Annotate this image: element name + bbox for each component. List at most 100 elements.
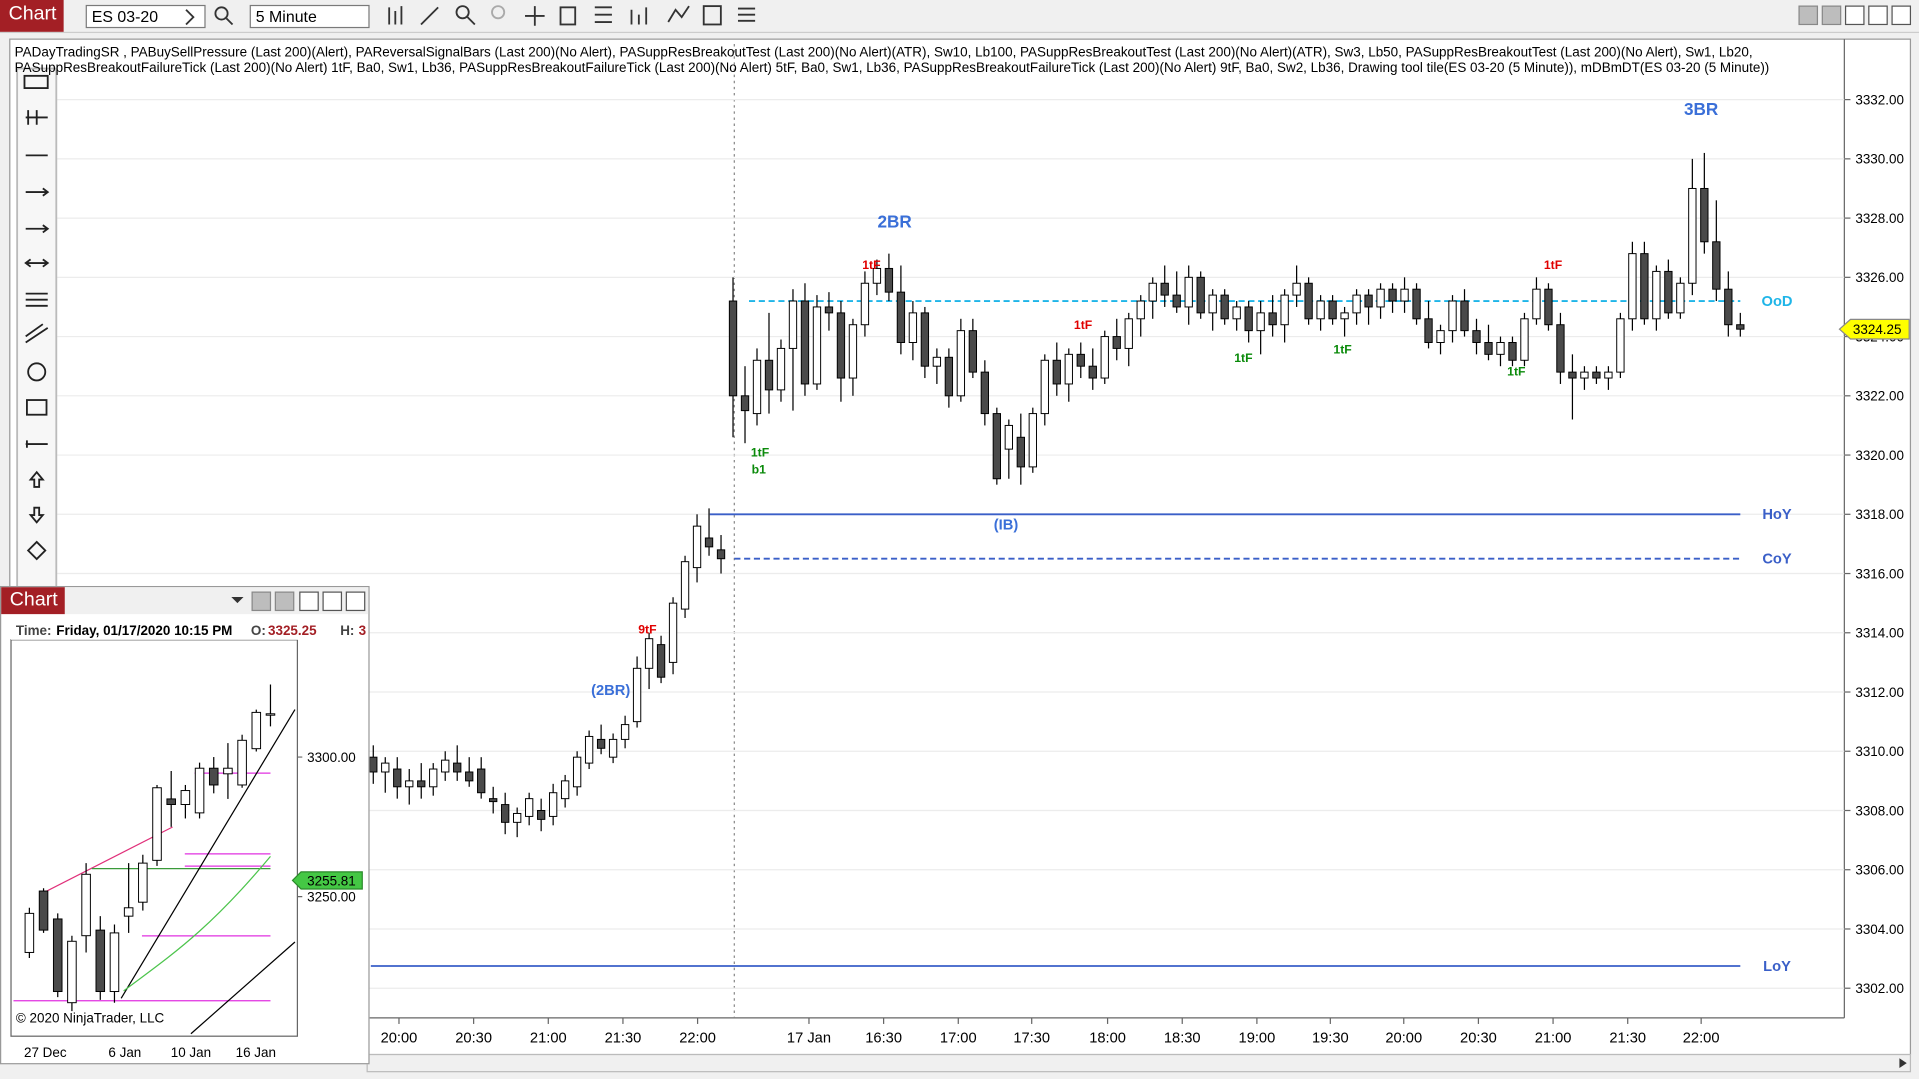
candle-body [1280,294,1289,326]
window-button[interactable] [1798,5,1819,26]
risk-tool[interactable] [25,110,48,125]
x-tick-label: 16:30 [865,1030,902,1046]
candle-body [1448,300,1457,332]
indicators-icon[interactable] [630,7,648,25]
x-tick-label: 20:30 [1460,1030,1497,1046]
lines-icon[interactable] [594,6,612,23]
inset-chart-tab[interactable]: Chart [1,587,65,615]
info-value: 3325.25 [268,623,317,638]
annotation: 1tF [751,445,770,459]
candle-body [138,862,148,903]
candle-body [465,771,474,782]
y-tick-label: 3310.00 [1855,744,1904,759]
window-button[interactable] [251,591,272,612]
ray-marker-tool[interactable] [25,440,48,448]
scrollbar[interactable] [366,1053,1912,1073]
crosshair-icon[interactable] [525,6,545,26]
annotation: b1 [752,462,766,476]
candle-body [944,356,954,397]
data-box-icon[interactable] [702,5,722,26]
candle-body [1256,312,1265,332]
candle-body [704,537,714,548]
annotation: 1tF [1074,318,1093,332]
interval-select[interactable]: 5 Minute [249,4,370,29]
extended-line-tool[interactable] [25,224,50,234]
x-tick-label: 18:00 [1089,1030,1126,1046]
x-tick-label: 21:30 [605,1030,642,1046]
scroll-arrow[interactable] [1899,1058,1907,1068]
candle-body [405,780,414,788]
candle-body [180,790,191,805]
close-button[interactable] [345,591,366,612]
diamond-tool[interactable] [26,540,47,561]
bars-icon[interactable] [388,6,403,25]
close-button[interactable] [1891,5,1912,26]
y-tick-label: 3316.00 [1855,566,1904,581]
maximize-button[interactable] [322,591,343,612]
candle-body [24,912,35,953]
window-button[interactable] [1821,5,1842,26]
ellipse-tool[interactable] [27,362,47,382]
candle-body [1076,353,1085,367]
candle-body [1172,294,1181,308]
window-button[interactable] [274,591,295,612]
x-tick-label: 10 Jan [171,1045,211,1060]
candle-body [393,768,402,788]
candle-body [109,932,120,993]
candle-body [95,929,106,993]
candle-body [1592,371,1601,379]
candle-body [1184,276,1193,308]
menu-icon[interactable] [737,7,756,22]
minimize-button[interactable] [299,591,319,612]
rectangle-tool[interactable] [26,399,48,416]
candle-body [728,300,738,397]
y-tick-label: 3322.00 [1855,389,1904,404]
search-icon[interactable] [214,6,229,21]
instrument-select[interactable]: ES 03-20 [85,4,206,29]
candle-body [1556,324,1565,373]
channel-tool[interactable] [25,323,49,344]
arrow-down-tool[interactable] [28,506,45,524]
arrow-line-tool[interactable] [24,258,50,268]
annotation: 1tF [1234,351,1253,365]
annotation: 1tF [1333,343,1352,357]
ruler-tool[interactable] [23,74,49,89]
candle-body [1736,324,1745,330]
candle-body [1724,288,1733,326]
x-tick-label: 17:00 [940,1030,977,1046]
minimize-button[interactable] [1844,5,1865,26]
candle-body [1568,371,1577,379]
level-label: OoD [1762,294,1793,310]
candle-body [1148,282,1157,302]
ray-tool[interactable] [25,187,50,197]
candle-body [644,638,654,669]
dropdown-arrow[interactable] [231,596,244,604]
pencil-icon[interactable] [420,6,439,26]
inset-window: Chart Time: Friday, 01/17/2020 10:15 PM O:… [0,585,370,1065]
properties-icon[interactable] [559,6,577,26]
info-bar [11,620,369,640]
info-value: Friday, 01/17/2020 10:15 PM [56,623,232,638]
maximize-button[interactable] [1868,5,1888,26]
toolbar-icons [185,5,1912,26]
x-tick-label: 22:00 [679,1030,716,1046]
candle-body [1460,300,1469,332]
candle-body [1436,330,1445,343]
candle-body [1304,282,1313,320]
annotation: 1tF [1507,365,1526,379]
candle-body [1340,312,1349,320]
candle-body [441,759,450,773]
zoom-out-icon[interactable] [491,5,506,20]
candle-body [632,667,642,723]
level-label: LoY [1763,959,1791,975]
y-tick-label: 3314.00 [1855,626,1904,641]
candle-body [1124,318,1133,349]
fib-tool[interactable] [25,292,48,307]
x-tick-label: 21:30 [1609,1030,1646,1046]
chart-tab[interactable]: Chart [0,0,64,32]
zoom-in-icon[interactable] [455,5,470,20]
drawing-tools [16,67,58,589]
arrow-up-tool[interactable] [28,470,45,488]
strategy-icon[interactable] [667,5,690,23]
